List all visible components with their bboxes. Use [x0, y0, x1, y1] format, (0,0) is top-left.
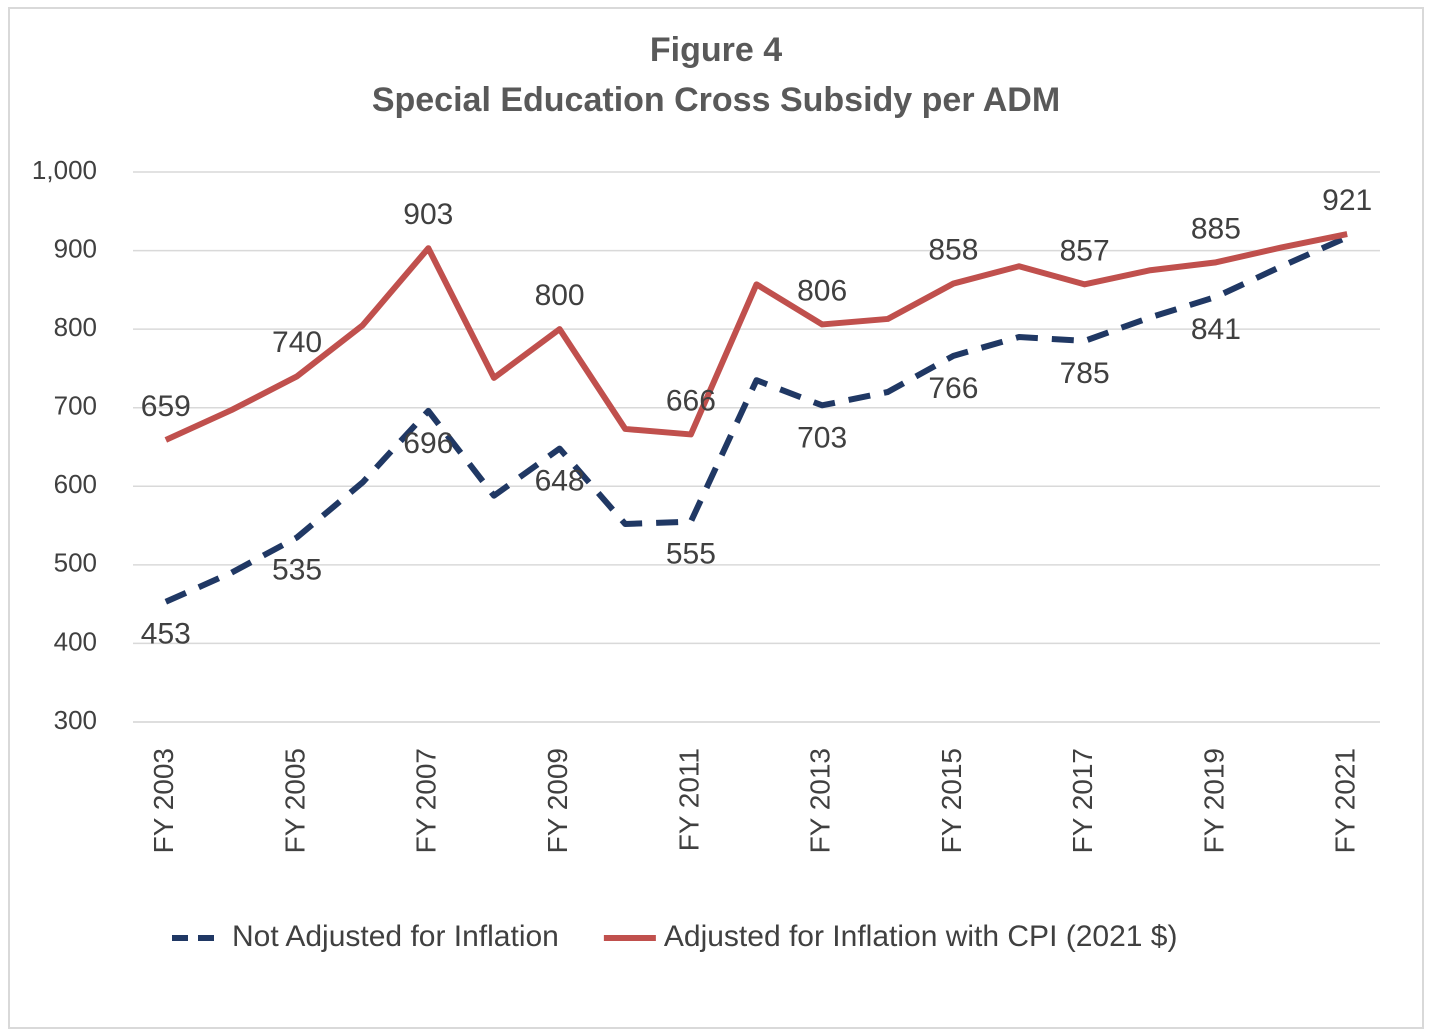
y-tick-label: 700 [54, 391, 97, 421]
data-label: 648 [535, 464, 585, 497]
data-label: 535 [272, 553, 322, 586]
data-label: 740 [272, 326, 322, 359]
y-tick-label: 400 [54, 626, 97, 656]
x-tick-label: FY 2021 [1330, 748, 1361, 853]
x-tick-label: FY 2015 [936, 748, 967, 853]
data-label: 659 [141, 390, 191, 423]
data-label: 766 [928, 372, 978, 405]
legend-label: Not Adjusted for Inflation [232, 920, 559, 953]
y-tick-label: 800 [54, 312, 97, 342]
legend-label: Adjusted for Inflation with CPI (2021 $) [664, 920, 1178, 953]
y-tick-label: 900 [54, 233, 97, 263]
x-tick-label: FY 2011 [673, 748, 704, 851]
y-tick-label: 1,000 [32, 155, 97, 185]
data-label: 921 [1322, 184, 1372, 217]
x-tick-label: FY 2009 [542, 748, 573, 853]
data-label: 696 [403, 427, 453, 460]
data-label: 857 [1060, 234, 1110, 267]
data-label: 785 [1060, 357, 1110, 390]
data-label: 903 [403, 198, 453, 231]
x-tick-label: FY 2005 [279, 748, 310, 853]
y-tick-label: 300 [54, 705, 97, 735]
chart-subtitle: Special Education Cross Subsidy per ADM [372, 81, 1060, 119]
x-tick-label: FY 2003 [148, 748, 179, 853]
x-tick-label: FY 2017 [1067, 748, 1098, 853]
y-tick-label: 500 [54, 548, 97, 578]
data-label: 555 [666, 538, 716, 571]
data-label: 806 [797, 274, 847, 307]
chart-title: Figure 4 [650, 31, 782, 69]
data-label: 703 [797, 421, 847, 454]
data-label: 885 [1191, 212, 1241, 245]
data-label: 858 [928, 233, 978, 266]
x-tick-label: FY 2007 [411, 748, 442, 853]
data-label: 666 [666, 384, 716, 417]
y-tick-label: 600 [54, 469, 97, 499]
data-label: 841 [1191, 313, 1241, 346]
x-tick-label: FY 2019 [1198, 748, 1229, 853]
chart-border [8, 7, 1424, 1029]
data-label: 453 [141, 618, 191, 651]
series-line [164, 234, 1349, 605]
x-tick-label: FY 2013 [805, 748, 836, 853]
data-label: 800 [535, 279, 585, 312]
series-line [164, 231, 1348, 443]
